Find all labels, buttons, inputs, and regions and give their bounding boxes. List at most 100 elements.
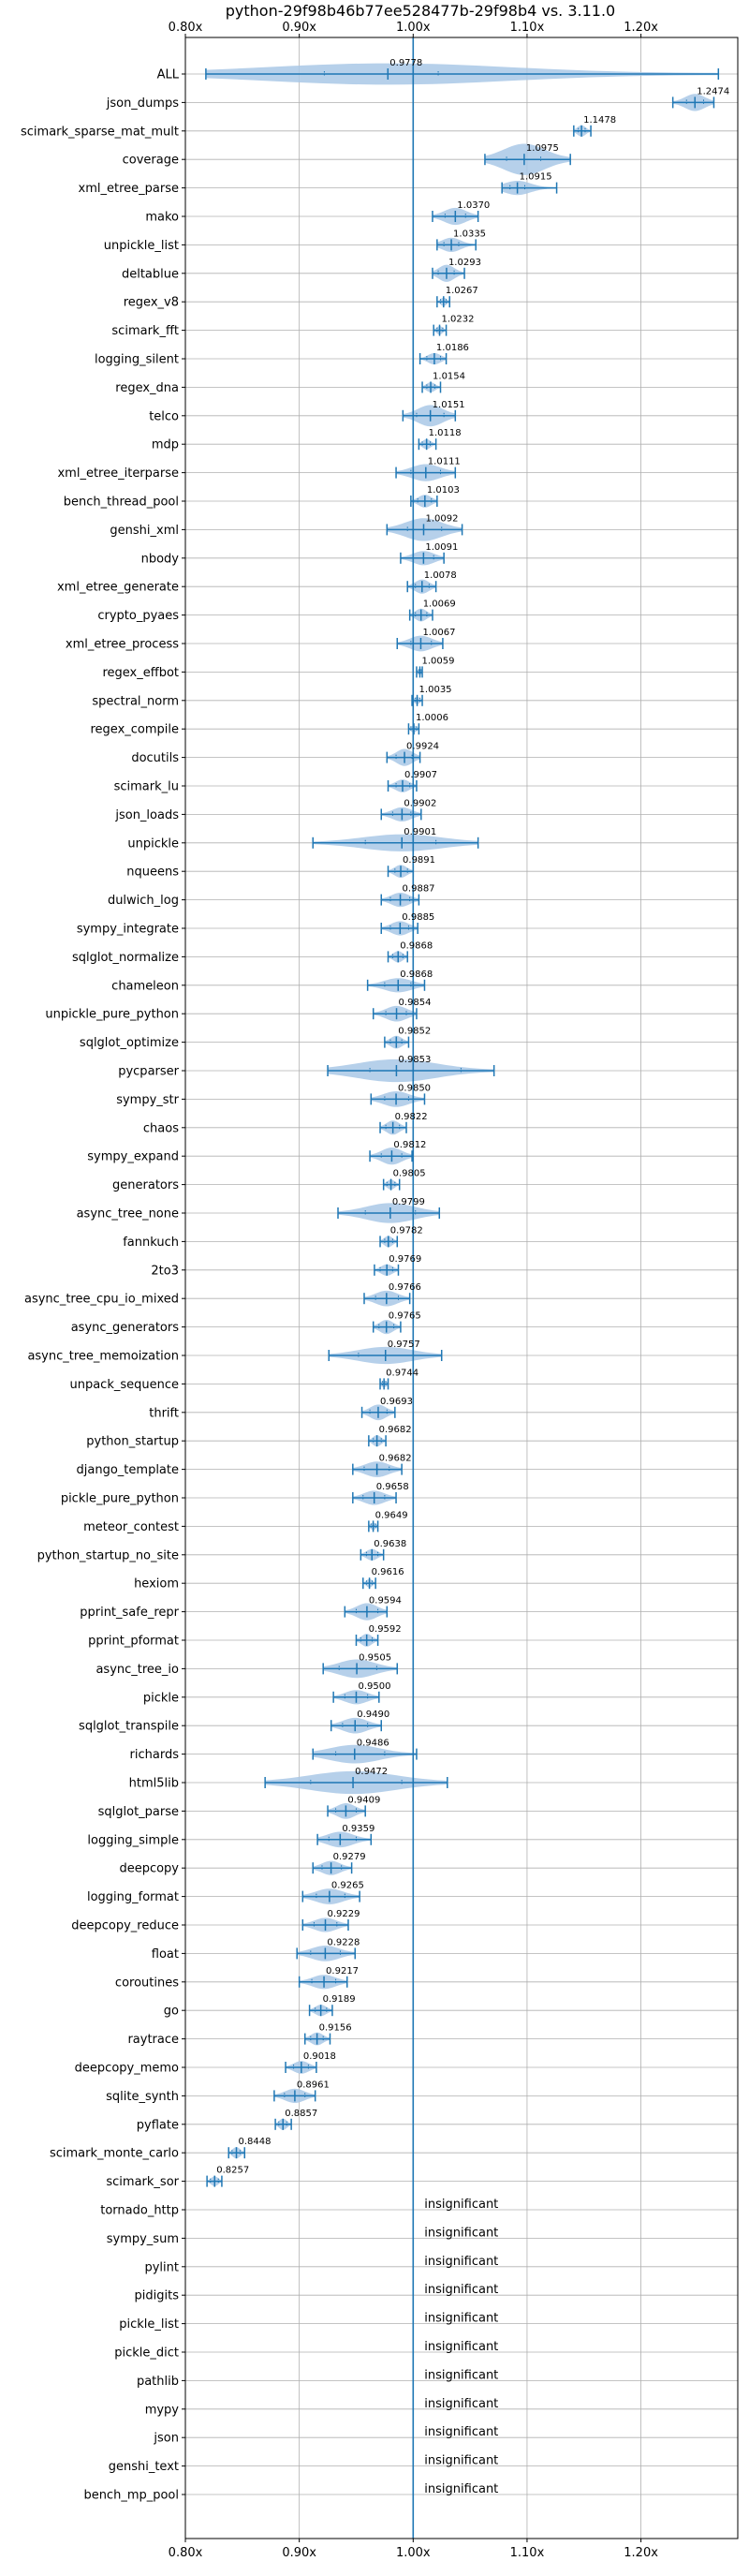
value-label: 0.9658 — [376, 1482, 409, 1492]
value-label: 1.0035 — [419, 685, 452, 695]
value-label: 1.0091 — [425, 542, 458, 553]
value-label: 0.9409 — [347, 1795, 380, 1805]
insignificant-label: insignificant — [424, 2312, 498, 2326]
value-label: 0.8857 — [285, 2109, 317, 2119]
chart-title: python-29f98b46b77ee528477b-29f98b4 vs. … — [226, 2, 615, 20]
x-tick-label-top: 0.90x — [282, 21, 316, 35]
value-label: 0.9853 — [398, 1055, 431, 1065]
y-tick-label: sympy_integrate — [77, 923, 179, 937]
violins — [205, 63, 720, 2187]
insignificant-label: insignificant — [424, 2198, 498, 2212]
y-tick-label: richards — [130, 1748, 180, 1762]
value-label: 1.0092 — [425, 513, 458, 524]
value-label: 1.0006 — [416, 713, 448, 723]
value-label: 0.9472 — [355, 1767, 388, 1777]
y-tick-label: regex_v8 — [124, 296, 179, 310]
y-tick-label: regex_compile — [90, 723, 179, 737]
y-tick-label: regex_dna — [115, 381, 179, 395]
value-label: 0.9757 — [388, 1340, 420, 1350]
y-tick-label: deltablue — [122, 267, 179, 281]
y-tick-label: json_loads — [114, 808, 179, 822]
y-tick-label: raytrace — [127, 2033, 179, 2047]
value-label: 1.0111 — [428, 457, 461, 467]
value-labels: 0.9778 1.2474 1.1478 1.0975 1.0915 1.0370 1.03… — [216, 58, 729, 2496]
y-tick-label: fannkuch — [123, 1236, 179, 1250]
y-tick-label: tornado_http — [100, 2204, 179, 2218]
insignificant-label: insignificant — [424, 2368, 498, 2382]
value-label: 0.9594 — [369, 1596, 402, 1606]
y-tick-label: deepcopy_reduce — [71, 1919, 179, 1933]
value-label: 0.9265 — [331, 1881, 364, 1891]
value-label: 0.9854 — [399, 998, 432, 1008]
y-tick-label: nqueens — [126, 866, 179, 880]
y-tick-label: sqlglot_transpile — [79, 1720, 179, 1734]
y-tick-label: unpickle — [127, 836, 179, 851]
y-tick-label: async_tree_memoization — [27, 1350, 179, 1364]
value-label: 0.9744 — [386, 1368, 419, 1378]
value-label: 0.9217 — [326, 1966, 359, 1976]
value-label: 1.0232 — [442, 315, 475, 325]
y-tick-label: sqlglot_optimize — [80, 1036, 179, 1050]
value-label: 0.9868 — [400, 970, 433, 980]
value-label: 0.9505 — [359, 1652, 391, 1663]
y-tick-label: meteor_contest — [83, 1520, 179, 1534]
value-label: 1.0103 — [427, 485, 460, 496]
value-label: 0.9018 — [303, 2051, 336, 2062]
insignificant-label: insignificant — [424, 2454, 498, 2468]
y-tick-label: xml_etree_process — [66, 638, 179, 652]
value-label: 0.9778 — [389, 58, 422, 68]
x-tick-label-bottom: 1.20x — [624, 2546, 658, 2560]
value-label: 0.9500 — [358, 1681, 390, 1692]
value-label: 0.9766 — [389, 1282, 421, 1293]
y-tick-label: spectral_norm — [92, 694, 179, 708]
insignificant-label: insignificant — [424, 2226, 498, 2240]
x-tick-label-bottom: 1.00x — [396, 2546, 431, 2560]
y-tick-label: pprint_pformat — [88, 1635, 179, 1649]
value-label: 0.9902 — [404, 798, 436, 808]
value-label: 1.0186 — [436, 343, 469, 353]
value-label: 0.9693 — [380, 1397, 413, 1407]
insignificant-label: insignificant — [424, 2425, 498, 2439]
y-tick-label: pickle_dict — [114, 2347, 179, 2361]
y-tick-label: sympy_str — [116, 1093, 179, 1107]
value-label: 1.2474 — [697, 86, 729, 96]
value-label: 0.8961 — [297, 2080, 330, 2090]
y-tick-label: logging_format — [87, 1890, 179, 1904]
value-label: 1.0267 — [446, 286, 478, 296]
insignificant-label: insignificant — [424, 2340, 498, 2354]
y-tick-label: hexiom — [134, 1577, 179, 1591]
x-tick-label-top: 0.80x — [169, 21, 203, 35]
value-label: 0.9359 — [342, 1824, 374, 1834]
value-label: 1.0151 — [433, 400, 465, 410]
y-tick-label: deepcopy — [119, 1862, 179, 1876]
value-label: 0.9769 — [389, 1254, 421, 1265]
y-tick-label: async_tree_cpu_io_mixed — [24, 1293, 179, 1307]
value-label: 0.9156 — [319, 2023, 352, 2034]
y-tick-label: bench_thread_pool — [64, 496, 179, 510]
y-tick-label: sqlglot_normalize — [72, 951, 179, 965]
y-tick-label: async_tree_io — [95, 1663, 179, 1677]
value-label: 0.9592 — [369, 1624, 402, 1635]
value-label: 1.0067 — [422, 628, 455, 638]
plot-frame — [184, 37, 739, 2539]
grid-lines — [184, 37, 738, 2539]
value-label: 0.9812 — [393, 1140, 426, 1150]
y-tick-label: dulwich_log — [108, 894, 179, 908]
y-tick-label: pycparser — [118, 1065, 179, 1079]
value-label: 0.9682 — [379, 1454, 412, 1464]
value-label: 0.9782 — [390, 1225, 423, 1236]
value-label: 0.8448 — [238, 2137, 271, 2147]
y-tick-label: logging_silent — [95, 353, 179, 367]
y-tick-label: pylint — [144, 2260, 179, 2274]
y-tick-label: pyflate — [137, 2118, 179, 2132]
y-tick-label: generators — [112, 1178, 179, 1192]
value-label: 1.0975 — [526, 143, 559, 154]
value-label: 0.9765 — [389, 1311, 421, 1322]
value-label: 0.9799 — [392, 1197, 425, 1207]
y-tick-label: async_generators — [71, 1321, 180, 1335]
y-tick-label: django_template — [77, 1463, 179, 1477]
y-tick-label: unpack_sequence — [69, 1378, 179, 1392]
y-tick-label: pickle_list — [119, 2317, 179, 2332]
value-label: 0.9868 — [400, 940, 433, 951]
y-tick-label: pathlib — [137, 2375, 179, 2389]
